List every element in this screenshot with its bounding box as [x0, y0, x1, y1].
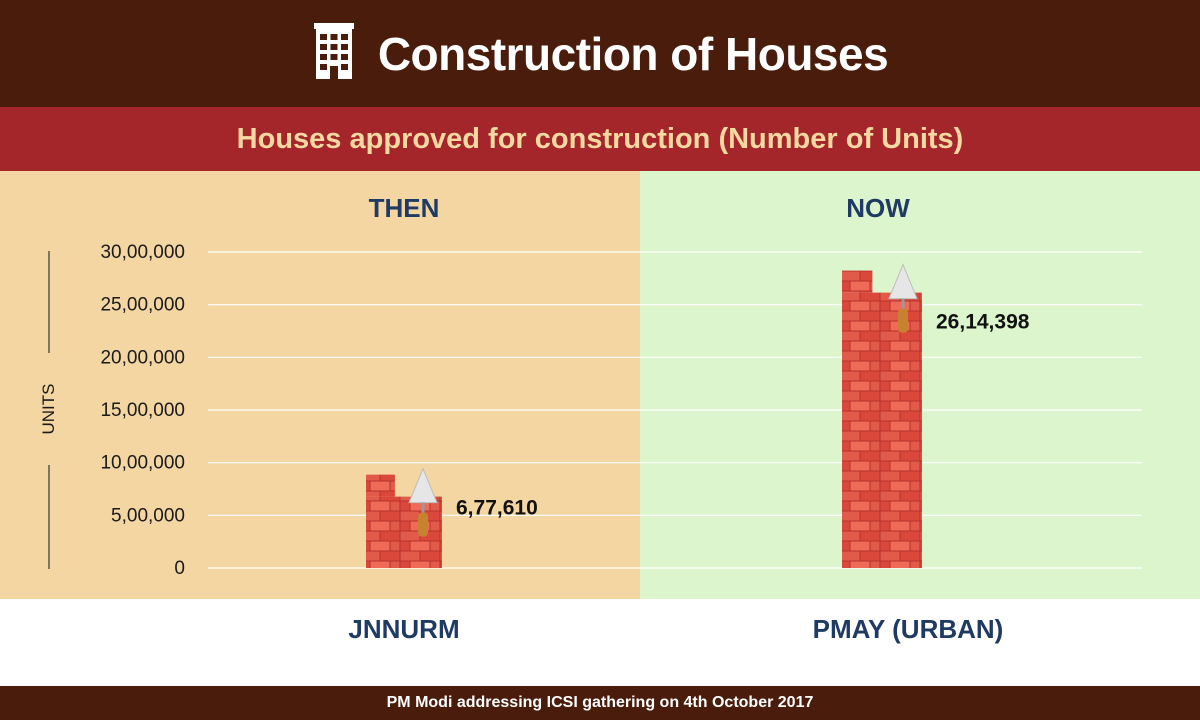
subtitle-bar: Houses approved for construction (Number…	[0, 107, 1200, 171]
bar-chart: THEN NOW 0 5,00,000 10,00,000 15,00,000 20,0…	[0, 171, 1200, 599]
data-label: 26,14,398	[936, 311, 1030, 334]
category-label-pmay: PMAY (URBAN)	[812, 614, 1004, 644]
y-tick-label: 0	[174, 558, 185, 579]
panel-label-now: NOW	[846, 193, 910, 223]
footer-caption: PM Modi addressing ICSI gathering on 4th…	[386, 694, 814, 711]
trowel-icon	[408, 467, 438, 537]
category-label-jnnurm: JNNURM	[348, 614, 460, 644]
page-title: Construction of Houses	[377, 27, 889, 80]
bar-pmay	[842, 270, 922, 568]
panel-label-then: THEN	[369, 193, 440, 223]
y-tick-label: 30,00,000	[100, 242, 185, 263]
header-bar: Construction of Houses	[0, 0, 1200, 107]
y-tick-label: 20,00,000	[100, 347, 185, 368]
y-tick-label: 10,00,000	[100, 453, 185, 474]
chart-subtitle: Houses approved for construction (Number…	[236, 122, 964, 155]
y-tick-label: 15,00,000	[100, 400, 185, 421]
footer-bar: PM Modi addressing ICSI gathering on 4th…	[0, 686, 1200, 720]
y-axis-label: UNITS	[39, 384, 58, 435]
bar-jnnurm	[366, 474, 442, 568]
building-icon	[312, 23, 356, 84]
y-tick-label: 5,00,000	[111, 505, 185, 526]
y-tick-label: 25,00,000	[100, 295, 185, 316]
then-panel	[0, 171, 640, 599]
trowel-icon	[888, 263, 918, 333]
data-label: 6,77,610	[456, 497, 538, 520]
